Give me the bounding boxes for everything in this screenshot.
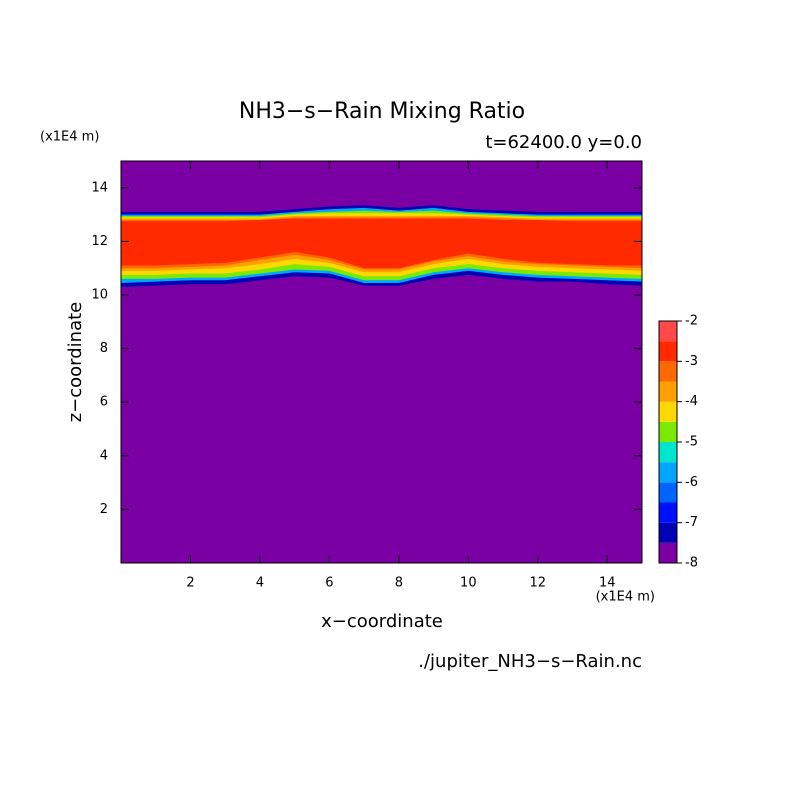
colorbar-swatch [659,542,677,563]
x-tick-label: 4 [256,576,264,591]
x-tick-label: 6 [325,576,333,591]
contour-region [121,218,642,269]
y-tick-label: 4 [100,448,108,463]
y-tick-label: 8 [100,341,108,356]
colorbar-swatch [659,401,677,422]
y-tick-label: 12 [91,234,108,249]
x-tick-label: 10 [460,576,477,591]
plot-frame [120,160,643,564]
colorbar-tick-label: -5 [685,435,698,450]
y-unit: (x1E4 m) [40,130,99,145]
colorbar-swatch [659,361,677,382]
chart-subtitle: t=62400.0 y=0.0 [485,132,642,153]
x-tick-label: 8 [395,576,403,591]
x-tick-label: 12 [530,576,547,591]
colorbar-swatch [659,341,677,362]
y-tick-label: 10 [91,288,108,303]
y-axis-label: z−coordinate [65,302,86,423]
x-tick-label: 2 [186,576,194,591]
colorbar-swatch [659,381,677,402]
source-label: ./jupiter_NH3−s−Rain.nc [418,651,642,672]
y-tick-label: 2 [100,502,108,517]
colorbar-tick-label: -8 [685,556,698,571]
chart-title: NH3−s−Rain Mixing Ratio [239,99,525,124]
colorbar-swatch [659,421,677,442]
y-tick-label: 6 [100,395,108,410]
x-axis-label: x−coordinate [321,611,443,632]
colorbar-tick-label: -2 [685,314,698,329]
x-tick-label: 14 [599,576,616,591]
colorbar-tick-label: -7 [685,515,698,530]
colorbar-tick-label: -3 [685,354,698,369]
colorbar-swatch [659,442,677,463]
colorbar-tick-label: -6 [685,475,698,490]
colorbar-swatch [659,462,677,483]
colorbar-swatch [659,482,677,503]
x-unit: (x1E4 m) [596,590,655,605]
colorbar-swatch [659,321,677,342]
colorbar-tick-label: -4 [685,394,698,409]
y-tick-label: 14 [91,180,108,195]
colorbar-swatch [659,502,677,523]
colorbar-swatch [659,522,677,543]
